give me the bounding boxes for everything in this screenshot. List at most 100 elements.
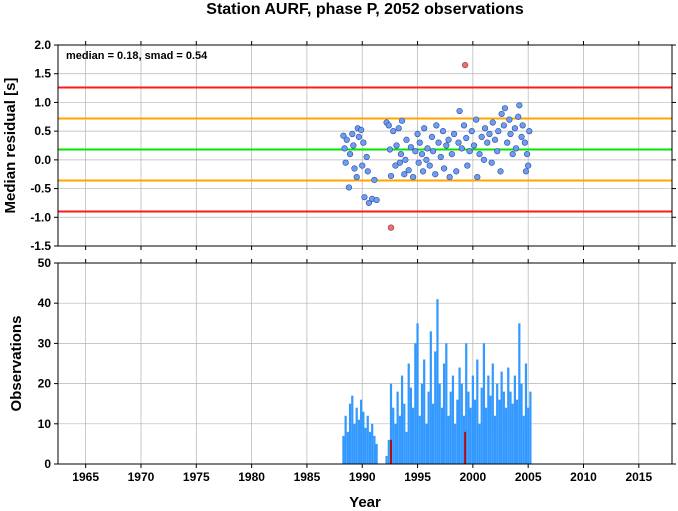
residual-point [523,151,531,158]
observation-bar [516,399,519,464]
residual-point [455,139,462,146]
outlier-observation-bar [464,431,467,464]
observation-bar [373,435,376,464]
observation-bar [348,403,352,464]
observations-x-tick-label: 1970 [128,470,155,484]
residual-point [358,126,365,134]
observation-bar [434,351,437,464]
residual-point [468,128,475,135]
observation-bar [476,359,479,464]
observation-bar [396,391,399,464]
observation-bar [529,391,532,464]
residual-point [437,153,444,161]
residual-y-tick-label: 1.0 [34,95,51,109]
residual-point [365,199,372,207]
residual-point [426,162,433,169]
observations-x-tick-label: 2010 [570,470,597,484]
residual-point [393,142,400,149]
observation-bar [500,371,503,464]
residual-point [521,139,528,146]
observation-bar [364,427,367,464]
residual-point [401,171,408,178]
residual-point [423,156,430,163]
outlier-point [462,61,469,69]
residual-point [433,122,440,129]
observation-bar [436,299,439,464]
observation-bar [400,375,404,464]
observations-y-tick-label: 10 [38,417,52,431]
observations-x-tick-label: 1965 [72,470,99,484]
observation-bar [509,391,512,464]
residual-point [435,139,442,146]
observation-bar [440,407,443,464]
observation-bar [487,375,490,464]
residual-y-tick-label: 0.0 [34,153,51,167]
observation-bar [387,439,390,464]
observations-y-tick-label: 50 [38,256,52,270]
observation-bar [473,399,477,464]
observations-x-tick-label: 2015 [625,470,652,484]
observation-bar [491,363,494,464]
observation-bar [502,391,505,464]
residual-point [363,153,370,161]
residual-point [419,168,427,175]
observations-y-tick-label: 40 [38,296,52,310]
residual-point [458,145,465,152]
residual-point [481,125,489,132]
residual-point [432,171,439,178]
observation-bar [346,431,349,464]
observations-x-tick-label: 1990 [349,470,376,484]
observations-frame [57,262,673,465]
observation-bar [360,399,363,464]
residual-point [501,105,509,112]
residual-point [518,133,525,140]
residual-point [497,168,504,175]
observations-y-tick-label: 0 [44,457,51,471]
residual-y-tick-label: -1.0 [30,210,51,224]
residual-point [396,159,403,166]
residual-y-tick-label: 2.0 [34,38,51,52]
observation-bar [456,399,459,464]
observations-bars [342,299,532,464]
observation-bar [385,455,388,464]
residual-point [403,136,410,143]
observation-bar [485,407,488,464]
observation-bar [493,415,497,464]
observation-bar [405,431,408,464]
residual-point [509,151,516,158]
residual-point [385,122,392,129]
residual-point [464,162,471,169]
observation-bar [458,367,461,464]
residual-point [351,165,358,172]
observation-bar [431,403,435,464]
residual-point [414,130,421,138]
observations-x-tick-label: 1975 [183,470,210,484]
observation-bar [460,383,463,464]
observation-bar [438,383,441,464]
observation-bar [513,375,517,464]
residual-point [395,125,402,132]
observations-y-tick-label: 30 [38,336,52,350]
residual-point [428,133,436,140]
residual-point [342,159,349,166]
observation-bar [520,383,523,464]
residual-point [504,139,511,146]
outlier-point [387,224,395,231]
observation-bar [489,395,492,464]
observation-bar [442,363,446,464]
residual-point [355,133,363,140]
observation-bar [478,423,481,464]
residual-point [397,151,405,158]
residual-point [386,146,393,153]
residual-point [361,194,368,201]
residual-point [415,159,422,166]
residual-point [359,162,366,169]
observations-y-label: Observations [8,316,25,412]
observation-bar [469,407,472,464]
residual-point [407,144,415,151]
observation-bar [480,387,483,464]
observation-bar [389,383,393,464]
observations-x-ticks: 1965 1970 1975 1980 1985 1990 1995 2000 2005 2010… [72,259,652,484]
